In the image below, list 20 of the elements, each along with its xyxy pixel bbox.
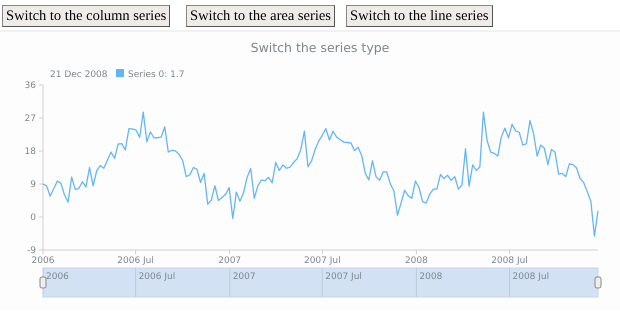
y-tick-label: 18 (24, 147, 36, 157)
legend-label: Series 0: 1.7 (128, 70, 184, 80)
x-tick-label: 2006 (32, 256, 55, 266)
switch-button: Switch to the column series (2, 5, 170, 27)
x-tick-label: 2007 (218, 256, 242, 266)
x-tick-label: 2008 Jul (491, 256, 528, 266)
chart-title: Switch the series type (250, 40, 390, 55)
switch-button: Switch to the line series (346, 5, 493, 27)
y-tick-label: 0 (30, 213, 36, 223)
y-tick-label: -9 (27, 246, 36, 256)
x-tick-label: 2007 Jul (304, 256, 341, 266)
y-tick-label: 27 (24, 114, 36, 124)
switch-button: Switch to the area series (186, 5, 335, 27)
x-tick-label: 2006 Jul (117, 256, 154, 266)
y-tick-label: 9 (30, 180, 36, 190)
y-tick-label: 36 (24, 81, 36, 91)
x-tick-label: 2008 (404, 256, 428, 266)
line-series (42, 111, 599, 237)
legend-title: 21 Dec 2008 (50, 70, 108, 80)
range-selector: 2006 2006 Jul 2007 2007 Jul 2008 2008 Jul (42, 268, 598, 298)
